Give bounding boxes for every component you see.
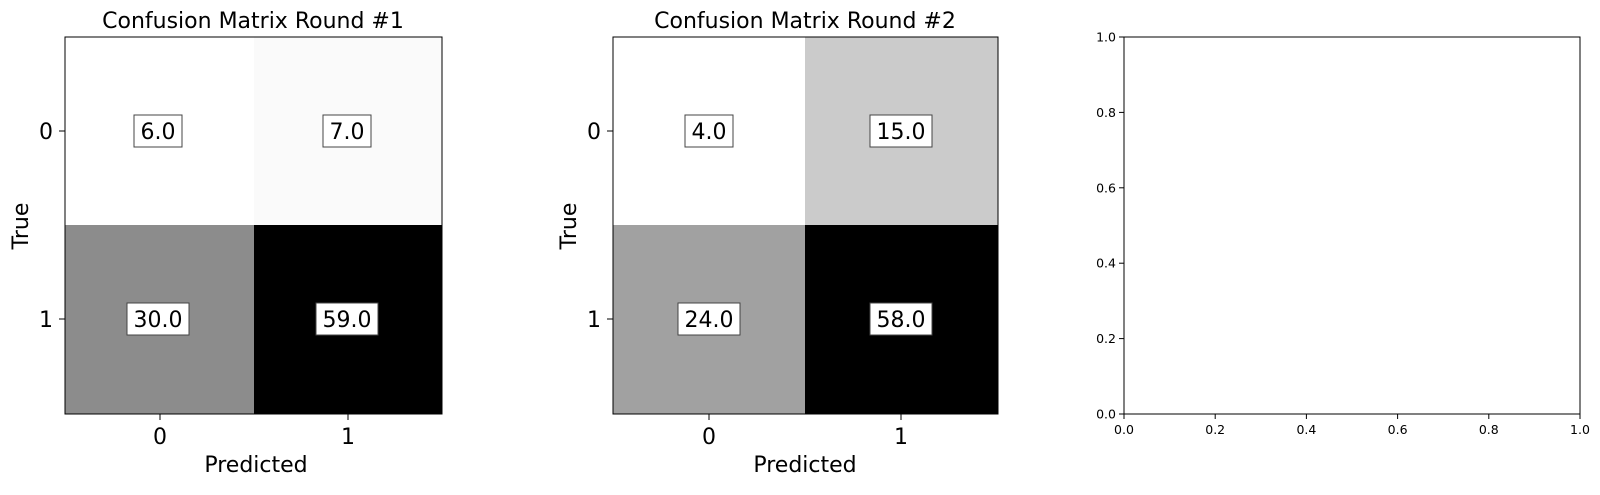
- svg-text:7.0: 7.0: [330, 120, 365, 145]
- cell-label-2-r0-c0: 4.0: [684, 114, 734, 148]
- svg-text:58.0: 58.0: [877, 308, 926, 333]
- y-tick-label-3-5: 1.0: [1096, 30, 1116, 45]
- svg-text:4.0: 4.0: [692, 120, 727, 145]
- plot-frame-3: [1123, 36, 1581, 415]
- x-tick-label-3-3: 0.6: [1388, 422, 1408, 437]
- x-tick-label-3-1: 0.2: [1205, 422, 1225, 437]
- cell-label-2-r1-c1: 58.0: [869, 302, 933, 336]
- cell-label-1-r1-c0: 30.0: [126, 302, 190, 336]
- y-tick-1-1: 1: [39, 308, 53, 333]
- x-axis-label-2: Predicted: [753, 453, 856, 478]
- heatmap-panel-1: Confusion Matrix Round #1 6.0 7.0 30.0: [9, 9, 443, 478]
- x-tick-1-1: 1: [341, 425, 355, 450]
- plot-frame-1: [64, 36, 443, 415]
- y-axis-label-2: True: [557, 203, 582, 251]
- y-tick-label-3-0: 0.0: [1096, 407, 1116, 422]
- svg-text:6.0: 6.0: [141, 120, 176, 145]
- y-tick-2-0: 0: [587, 120, 601, 145]
- cells-1: [65, 37, 442, 414]
- cell-label-1-r1-c1: 59.0: [315, 302, 379, 336]
- x-tick-2-0: 0: [702, 425, 716, 450]
- svg-text:15.0: 15.0: [877, 120, 926, 145]
- y-ticks-3: 0.0 0.2 0.4 0.6 0.8 1.0: [1096, 30, 1124, 422]
- cell-label-1-r0-c0: 6.0: [133, 114, 183, 148]
- x-tick-1-0: 0: [153, 425, 167, 450]
- cell-labels-1: 6.0 7.0 30.0 59.0: [126, 114, 379, 336]
- y-tick-label-3-1: 0.2: [1096, 331, 1116, 346]
- y-tick-label-3-4: 0.8: [1096, 105, 1116, 120]
- x-tick-2-1: 1: [894, 425, 908, 450]
- x-tick-label-3-5: 1.0: [1570, 422, 1590, 437]
- svg-text:59.0: 59.0: [323, 308, 372, 333]
- chart-title-2: Confusion Matrix Round #2: [654, 9, 956, 34]
- plot-frame-2: [612, 36, 999, 415]
- x-tick-label-3-2: 0.4: [1296, 422, 1316, 437]
- y-tick-label-3-2: 0.4: [1096, 256, 1116, 271]
- y-axis-label-1: True: [9, 203, 34, 251]
- svg-text:30.0: 30.0: [134, 308, 183, 333]
- cell-label-2-r1-c0: 24.0: [677, 302, 741, 336]
- cell-label-1-r0-c1: 7.0: [322, 114, 372, 148]
- cells-2: [613, 37, 998, 414]
- y-tick-1-0: 0: [39, 120, 53, 145]
- x-axis-label-1: Predicted: [204, 453, 307, 478]
- cell-labels-2: 4.0 15.0 24.0 58.0: [677, 114, 933, 336]
- x-tick-label-3-0: 0.0: [1114, 422, 1134, 437]
- svg-text:24.0: 24.0: [685, 308, 734, 333]
- y-tick-label-3-3: 0.6: [1096, 180, 1116, 195]
- cell-label-2-r0-c1: 15.0: [869, 114, 933, 148]
- chart-title-1: Confusion Matrix Round #1: [102, 9, 404, 34]
- empty-axes-panel-3: 0.0 0.2 0.4 0.6 0.8 1.0 0.0 0.2 0.4 0.6 0.8 1.0: [1096, 30, 1590, 438]
- x-tick-label-3-4: 0.8: [1479, 422, 1499, 437]
- x-ticks-3: 0.0 0.2 0.4 0.6 0.8 1.0: [1114, 414, 1590, 437]
- heatmap-panel-2: Confusion Matrix Round #2 4.0 15.0 24.0: [557, 9, 999, 478]
- y-tick-2-1: 1: [587, 308, 601, 333]
